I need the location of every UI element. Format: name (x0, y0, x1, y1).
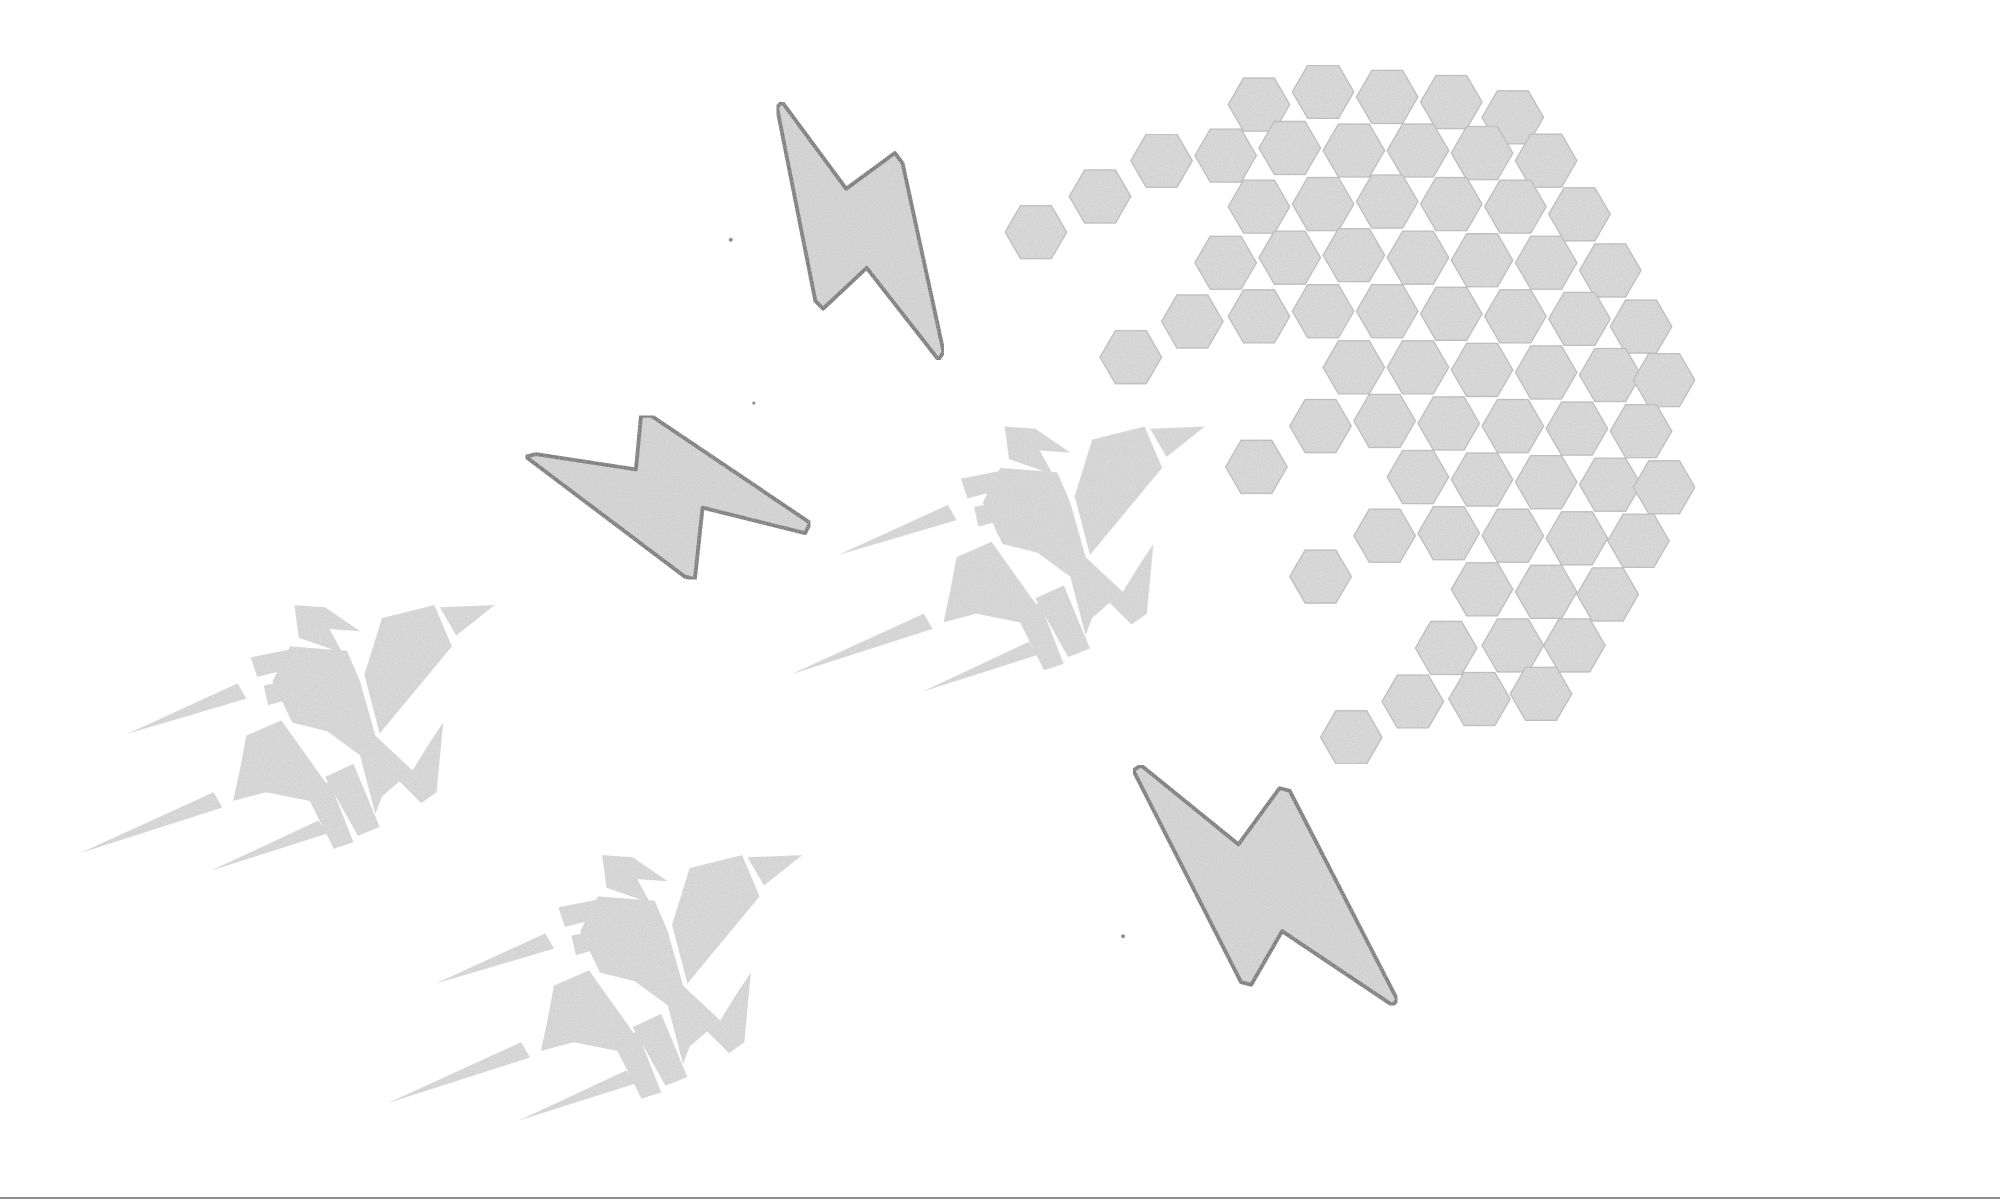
rocket-icon (790, 426, 1205, 692)
lightning-bolt-icon (523, 413, 813, 582)
rocket-icon (387, 855, 803, 1121)
bottom-border (0, 1197, 2000, 1199)
rocket-icon (80, 605, 495, 871)
hexagon-planet (1194, 64, 1696, 729)
stray-dots (728, 237, 1125, 939)
lightning-bolt-icon (775, 100, 946, 362)
lightning-bolt-icon (1131, 763, 1400, 1008)
